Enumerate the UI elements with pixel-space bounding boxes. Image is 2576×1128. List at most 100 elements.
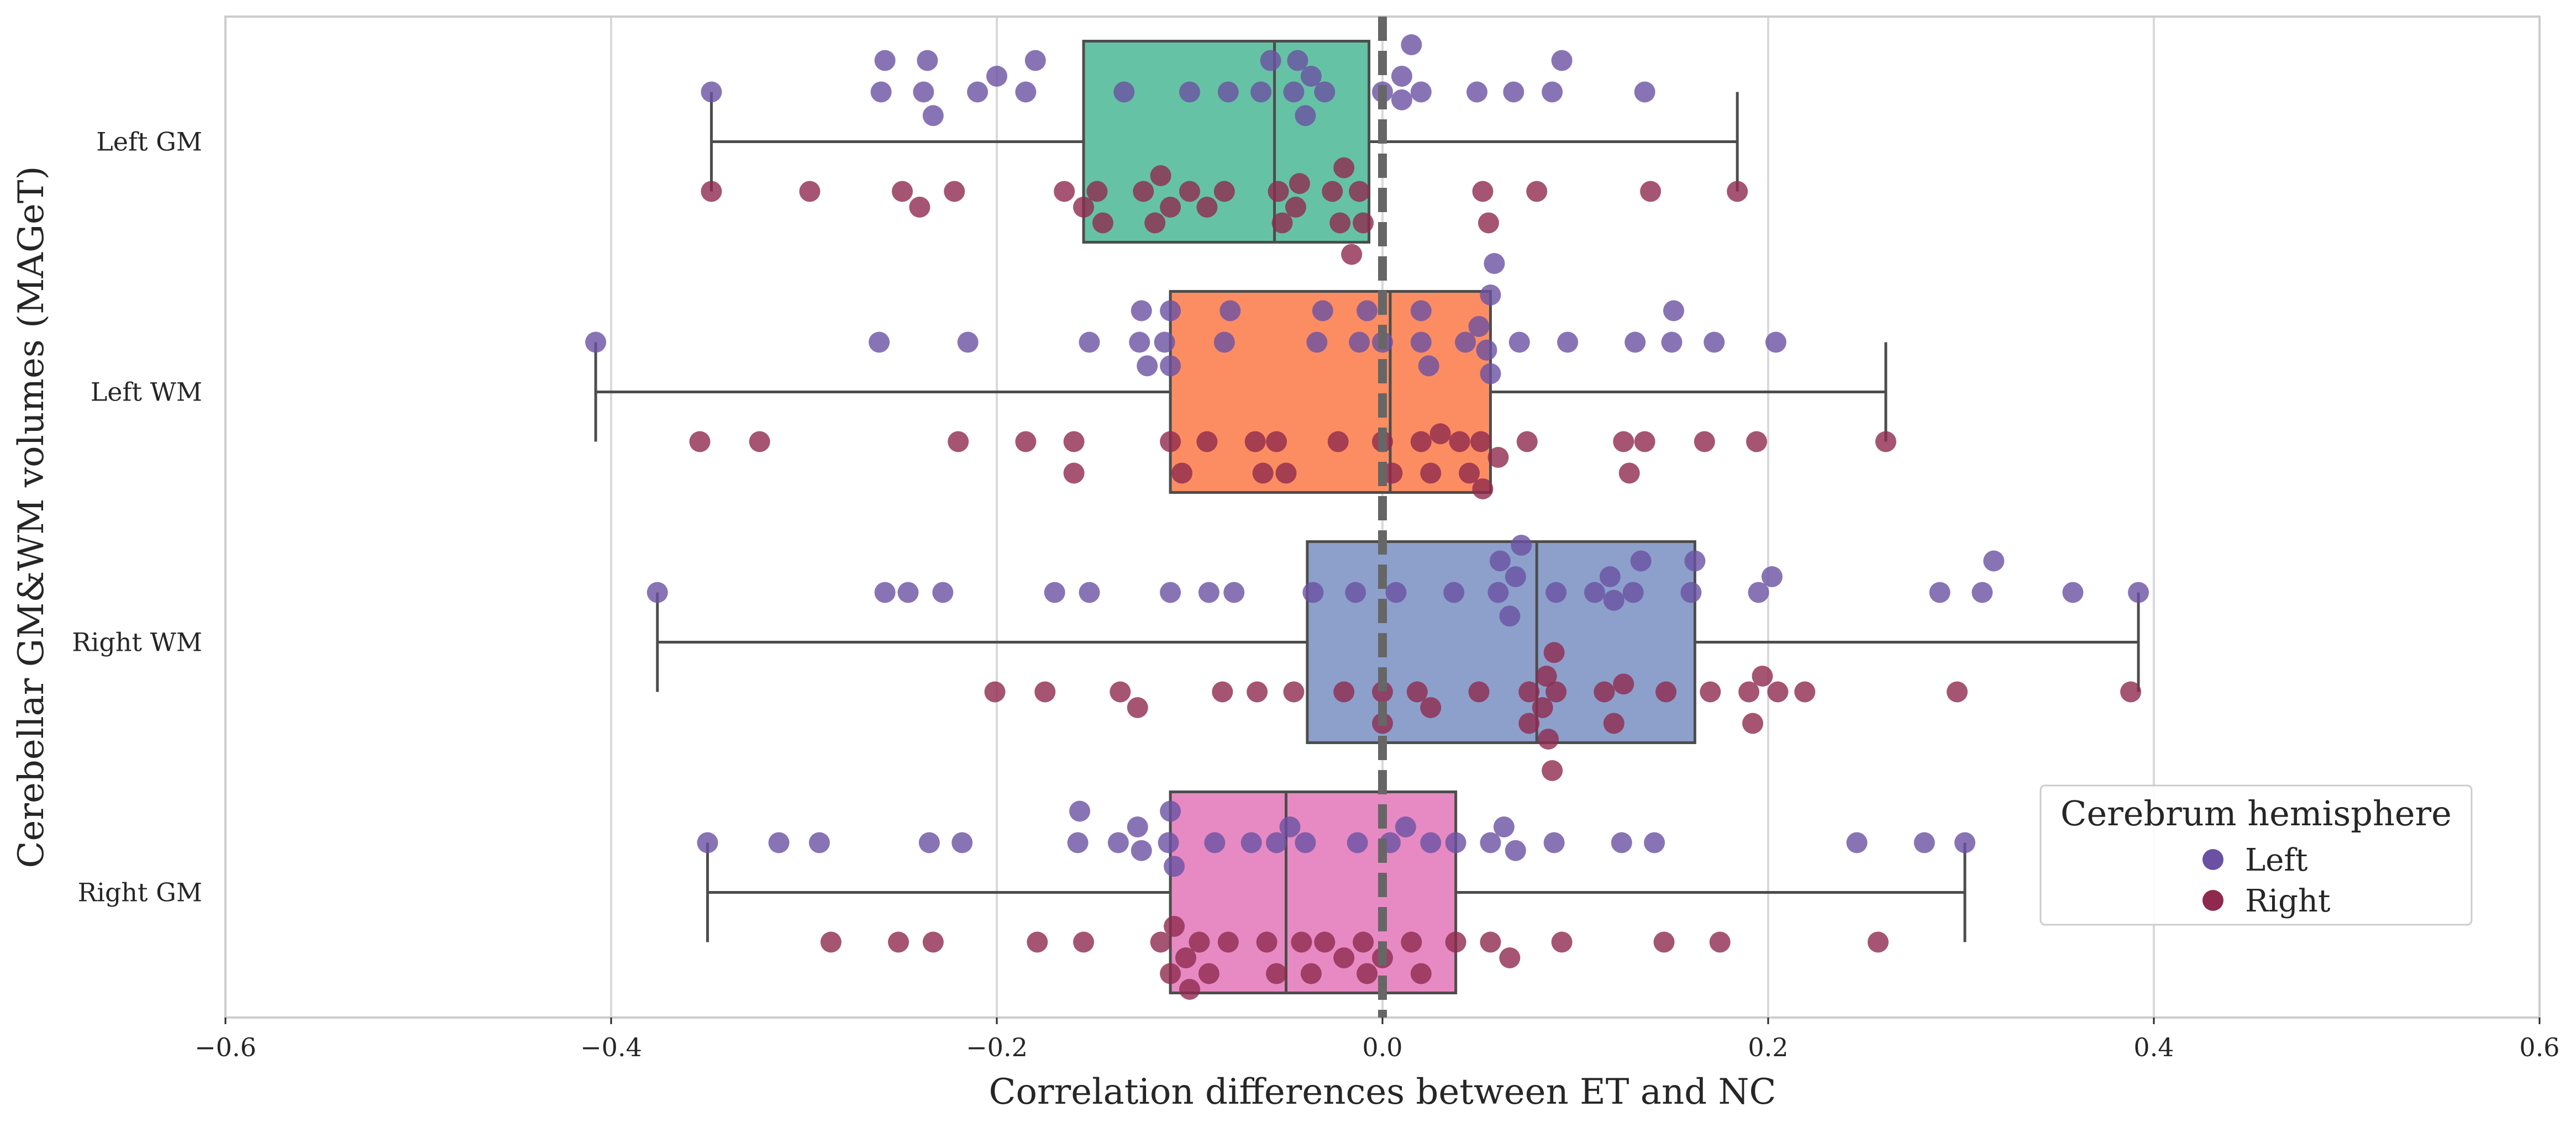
tick-layer: −0.6 −0.4 −0.2 0.0 0.2 0.4 0.6 Left GM Left WM Ri… (72, 127, 2560, 1063)
data-point (1630, 550, 1652, 572)
data-point (1459, 462, 1480, 484)
data-point (2128, 582, 2149, 603)
data-point (1164, 856, 1185, 877)
y-tick-label: Left GM (96, 127, 202, 157)
data-point (1189, 931, 1210, 953)
data-point (1289, 173, 1310, 194)
data-point (1499, 605, 1521, 627)
data-point (1131, 840, 1152, 861)
data-point (1542, 760, 1563, 781)
data-point (922, 105, 944, 126)
data-point (808, 832, 830, 853)
data-point (1067, 832, 1089, 853)
data-point (1947, 681, 1968, 703)
data-point (1480, 931, 1501, 953)
data-point (1470, 431, 1491, 452)
data-point (1545, 582, 1567, 603)
data-point (1493, 816, 1515, 837)
data-point (1127, 816, 1148, 837)
x-tick-label: 0.0 (1362, 1032, 1402, 1062)
data-point (1329, 212, 1351, 234)
box-group (656, 540, 2140, 744)
x-tick-label: −0.6 (194, 1032, 256, 1062)
data-point (1160, 300, 1181, 321)
data-point (1395, 816, 1416, 837)
data-point (1420, 462, 1442, 484)
data-point (1410, 300, 1432, 321)
data-point (1129, 331, 1150, 353)
data-point (701, 81, 722, 103)
data-point (1536, 666, 1557, 687)
data-point (1283, 681, 1305, 703)
data-point (1489, 550, 1511, 572)
data-point (1410, 963, 1432, 984)
data-point (1505, 566, 1526, 587)
data-point (1429, 423, 1451, 445)
data-point (1349, 181, 1370, 202)
data-point (913, 81, 934, 103)
data-point (1110, 681, 1131, 703)
data-point (1655, 681, 1677, 703)
data-point (1198, 963, 1219, 984)
data-point (897, 582, 919, 603)
data-point (585, 331, 607, 353)
x-tick-label: −0.2 (966, 1032, 1028, 1062)
data-point (1357, 300, 1378, 321)
data-point (1644, 832, 1665, 853)
data-point (1160, 355, 1181, 377)
data-point (1196, 197, 1218, 218)
data-point (1271, 212, 1293, 234)
data-point (820, 931, 842, 953)
data-point (1468, 316, 1490, 337)
data-point (909, 197, 930, 218)
legend-marker-left (2202, 849, 2223, 870)
data-point (1179, 181, 1200, 202)
data-point (689, 431, 711, 452)
data-point (1663, 300, 1684, 321)
data-point (1794, 681, 1816, 703)
data-point (2120, 681, 2142, 703)
data-point (1150, 931, 1171, 953)
data-point (1449, 431, 1470, 452)
point-layer (585, 34, 2149, 1000)
data-point (1557, 331, 1579, 353)
data-point (1704, 331, 1725, 353)
data-point (951, 832, 973, 853)
data-point (957, 331, 979, 353)
y-tick-label: Left WM (91, 377, 202, 407)
data-point (701, 181, 722, 202)
data-point (1175, 947, 1197, 968)
data-point (1333, 157, 1355, 178)
data-point (1244, 431, 1266, 452)
data-point (1634, 81, 1655, 103)
data-point (1401, 34, 1422, 55)
data-point (768, 832, 790, 853)
data-point (1198, 582, 1219, 603)
data-point (1742, 713, 1764, 734)
data-point (1063, 431, 1085, 452)
data-point (1738, 681, 1760, 703)
data-point (697, 832, 718, 853)
data-point (986, 66, 1007, 87)
data-point (1217, 931, 1239, 953)
data-point (1240, 832, 1262, 853)
y-axis-label: Cerebellar GM&WM volumes (MAGeT) (11, 166, 52, 868)
legend-label-left: Left (2245, 842, 2308, 878)
y-tick-label: Right GM (78, 878, 202, 908)
data-point (1154, 331, 1175, 353)
data-point (1420, 697, 1442, 718)
data-point (1092, 212, 1113, 234)
data-point (1073, 931, 1095, 953)
data-point (1179, 81, 1200, 103)
data-point (1107, 832, 1129, 853)
data-point (1468, 681, 1490, 703)
data-point (1466, 81, 1488, 103)
data-point (1709, 931, 1731, 953)
box-group (594, 290, 1888, 494)
data-point (891, 181, 913, 202)
data-point (1503, 81, 1524, 103)
data-point (1410, 331, 1432, 353)
data-point (1472, 478, 1494, 499)
data-point (1287, 50, 1308, 71)
